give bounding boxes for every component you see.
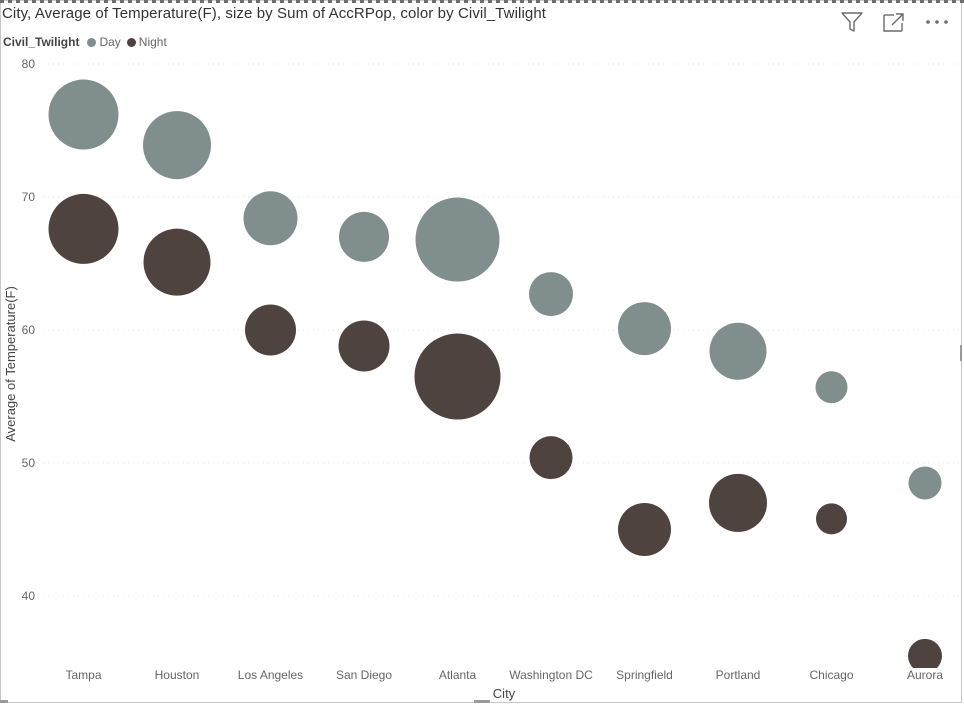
bubble-night-washington-dc[interactable] <box>529 436 573 480</box>
legend-marker-night <box>126 37 136 47</box>
y-tick-label-40: 40 <box>22 589 36 603</box>
bubble-day-portland[interactable] <box>709 322 767 380</box>
bubble-day-atlanta[interactable] <box>415 197 500 282</box>
legend-title: Civil_Twilight <box>3 35 80 49</box>
bubble-night-tampa[interactable] <box>48 193 119 264</box>
visual-selection-border <box>0 0 964 3</box>
y-axis-title: Average of Temperature(F) <box>3 286 18 442</box>
x-tick-label-chicago: Chicago <box>809 668 853 682</box>
bubble-day-san-diego[interactable] <box>339 211 389 262</box>
bubble-day-springfield[interactable] <box>618 302 671 356</box>
resize-handle-right[interactable] <box>960 345 962 361</box>
legend: Civil_Twilight Day Night <box>3 35 167 49</box>
bubble-day-washington-dc[interactable] <box>529 272 573 317</box>
x-tick-label-portland: Portland <box>716 668 761 682</box>
filter-icon[interactable] <box>840 11 864 33</box>
x-tick-label-san-diego: San Diego <box>336 668 392 682</box>
x-tick-label-houston: Houston <box>155 668 200 682</box>
x-tick-label-aurora: Aurora <box>907 668 943 682</box>
bubble-night-springfield[interactable] <box>618 503 671 556</box>
resize-handle-bottom[interactable] <box>474 700 490 703</box>
bubble-night-atlanta[interactable] <box>414 333 501 420</box>
bubble-night-chicago[interactable] <box>816 503 847 535</box>
x-tick-label-atlanta: Atlanta <box>439 668 477 682</box>
x-tick-label-washington-dc: Washington DC <box>509 668 593 682</box>
resize-handle-bottom-left[interactable] <box>0 700 8 703</box>
x-axis-title: City <box>493 686 516 701</box>
legend-marker-day <box>87 37 97 47</box>
bubble-night-aurora[interactable] <box>908 638 942 673</box>
bubbles-layer <box>48 79 942 673</box>
bubble-night-los-angeles[interactable] <box>245 304 296 356</box>
focus-mode-icon[interactable] <box>882 11 906 33</box>
legend-item-night[interactable]: Night <box>126 35 167 49</box>
bubble-day-tampa[interactable] <box>48 79 119 150</box>
bubble-night-houston[interactable] <box>143 228 211 296</box>
y-tick-label-70: 70 <box>22 190 36 204</box>
more-options-icon[interactable] <box>924 11 950 33</box>
y-tick-label-50: 50 <box>22 456 36 470</box>
y-tick-label-80: 80 <box>22 57 36 71</box>
visual-header <box>840 11 950 33</box>
legend-item-day[interactable]: Day <box>87 35 121 49</box>
bubble-day-chicago[interactable] <box>815 371 848 404</box>
x-tick-label-tampa: Tampa <box>65 668 101 682</box>
bubble-day-houston[interactable] <box>143 111 211 180</box>
bubble-day-los-angeles[interactable] <box>243 191 298 246</box>
x-tick-label-springfield: Springfield <box>616 668 673 682</box>
bubble-night-san-diego[interactable] <box>338 320 390 372</box>
chart-title: City, Average of Temperature(F), size by… <box>2 5 547 22</box>
y-tick-label-60: 60 <box>22 323 36 337</box>
legend-label-night: Night <box>138 35 167 49</box>
x-tick-label-los-angeles: Los Angeles <box>238 668 303 682</box>
bubble-night-portland[interactable] <box>709 473 767 532</box>
legend-label-day: Day <box>99 35 121 49</box>
bubble-day-aurora[interactable] <box>908 466 942 500</box>
